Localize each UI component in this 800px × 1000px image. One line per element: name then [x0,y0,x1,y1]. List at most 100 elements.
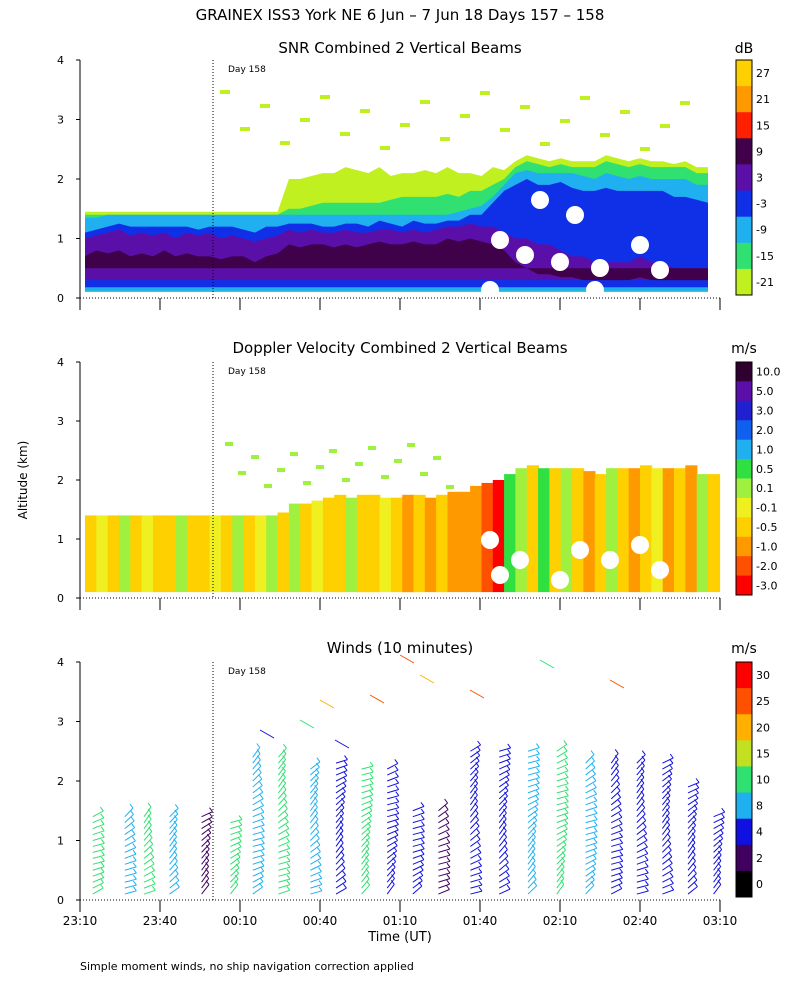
wind-barb [412,812,425,818]
wind-barb-flag [565,797,569,803]
wind-barb [636,853,648,859]
wind-barb [661,806,670,817]
wind-barb [611,848,623,853]
wind-barb-flag [691,832,696,838]
wind-barb [387,818,399,824]
wind-barb [636,807,646,818]
colorbar-swatch [736,575,752,596]
wind-barb [309,800,318,812]
colorbar: 27 21 15 9 3 -3 -9 -15 -21 dB [735,41,774,296]
wind-barb-flag [640,767,645,772]
wind-profile-16 [498,743,512,895]
wind-barb [636,859,649,865]
wind-barb [470,890,483,895]
sparse-echo [303,481,311,485]
wind-barb [335,830,344,841]
wind-barb [369,694,385,704]
y-tick-label: 3 [57,114,64,127]
wind-barb-flag [691,826,696,832]
wind-barb [687,886,698,895]
wind-barb [361,788,374,794]
wind-profile-7 [252,743,265,895]
wind-barb [252,881,264,889]
wind-barb-flag [260,814,265,819]
wind-barb [527,872,537,883]
y-tick-label: 2 [57,775,64,788]
wind-barb-flag [286,880,291,886]
wind-barb-flag [132,862,137,868]
wind-barb-flag [101,850,105,856]
wind-barb [585,760,595,770]
wind-barb-flag [593,796,598,802]
panel-title: Winds (10 minutes) [327,639,474,657]
colorbar: 10.0 5.0 3.0 2.0 1.0 0.5 0.1 -0.1 -0.5 -1.0 -2.0 -3… [731,341,781,596]
wind-barb-flag [446,874,451,879]
wind-barb-flag [564,773,569,778]
colorbar-label: -15 [756,250,774,263]
wind-barb [556,828,568,835]
wind-barb [585,836,598,841]
velocity-band [617,468,630,593]
wind-barb-flag [669,865,674,871]
wind-barb [310,788,319,800]
wind-barb-flag [536,778,540,784]
colorbar-swatch [736,870,752,898]
wind-barb-flag [502,814,507,820]
wind-barb-flag [286,837,290,843]
wind-barb-flag [369,767,374,773]
wind-barb-flag [260,833,265,838]
wind-barb [687,842,696,853]
velocity-band [141,515,154,593]
wind-barb [387,801,399,806]
wind-barb-flag [283,804,288,810]
wind-barb-flag [394,830,399,836]
wind-profile-12 [386,759,400,895]
colorbar-label: -1.0 [756,541,777,554]
wind-barb [687,797,699,806]
wind-barb-flag [238,815,243,820]
wind-barb [662,856,673,865]
wind-barb-flag [667,839,672,845]
wind-barb-flag [506,878,511,883]
wind-barb-flag [564,819,569,825]
colorbar-label: 3 [756,172,763,185]
wind-barb [252,886,263,895]
wind-barb-flag [395,820,399,825]
y-tick-label: 1 [57,835,64,848]
wind-barb-flag [592,783,597,788]
wind-barb [278,753,287,764]
wind-barb [92,882,104,889]
wind-barb [278,747,287,758]
wind-profile-8 [277,743,291,895]
wind-barb [469,800,478,812]
wind-barb [687,782,700,788]
wind-barb [438,822,450,830]
sparse-echo [446,485,454,489]
no-data-gap [631,536,649,554]
wind-barb [310,818,319,829]
wind-barb-flag [669,758,674,764]
wind-barb [438,815,449,824]
sparse-echo [360,109,370,113]
wind-barb [713,817,725,824]
velocity-band [300,503,313,593]
wind-barb [636,884,649,889]
wind-barb [687,819,697,829]
wind-barb [386,855,397,865]
wind-barb [438,889,450,895]
wind-barb [92,848,105,853]
wind-barb-flag [475,761,480,767]
wind-barb [335,824,344,835]
wind-barb [310,777,319,788]
colorbar-swatch [736,688,752,715]
wind-barb [386,834,399,841]
wind-barb-flag [618,806,622,811]
wind-barb [386,769,399,776]
wind-barb-flag [260,801,265,806]
velocity-band [390,497,403,593]
wind-barb [387,807,399,812]
wind-barb-flag [420,860,425,866]
wind-barb [662,795,671,806]
wind-barb-flag [592,776,597,782]
wind-barb-flag [721,807,726,813]
